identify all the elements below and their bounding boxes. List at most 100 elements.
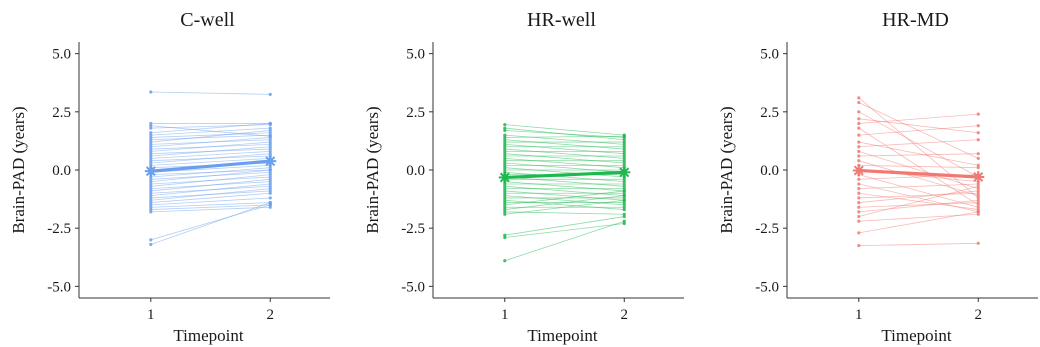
- subject-point: [857, 205, 861, 209]
- subject-point: [149, 177, 153, 181]
- subject-point: [268, 203, 272, 207]
- x-axis-title: Timepoint: [527, 326, 598, 345]
- subject-point: [857, 191, 861, 195]
- y-tick-label: -2.5: [47, 221, 71, 237]
- y-tick-label: 0.0: [52, 163, 71, 179]
- subject-point: [857, 210, 861, 214]
- subject-point: [622, 134, 626, 138]
- subject-point: [976, 212, 980, 216]
- subject-point: [503, 147, 507, 151]
- subject-point: [503, 123, 507, 127]
- subject-line: [504, 199, 625, 215]
- subject-line: [504, 185, 625, 196]
- subject-point: [622, 212, 626, 216]
- subject-line: [504, 190, 625, 206]
- subject-point: [622, 187, 626, 191]
- subject-point: [976, 124, 980, 128]
- subject-point: [622, 147, 626, 151]
- subject-point: [268, 189, 272, 193]
- subject-line: [150, 150, 271, 159]
- subject-line: [150, 167, 271, 178]
- subject-point: [857, 177, 861, 181]
- subject-point: [857, 187, 861, 191]
- subject-point: [149, 145, 153, 149]
- y-axis-title: Brain-PAD (years): [363, 106, 382, 233]
- subject-point: [622, 200, 626, 205]
- subject-point: [622, 221, 626, 226]
- subject-point: [268, 187, 272, 191]
- subject-point: [503, 152, 507, 156]
- subject-line: [504, 171, 625, 183]
- subject-point: [857, 200, 861, 205]
- subject-line: [858, 113, 979, 124]
- subject-point: [976, 207, 980, 212]
- subject-point: [976, 112, 980, 116]
- subject-line: [150, 134, 271, 141]
- subject-point: [976, 196, 980, 200]
- y-tick-label: 5.0: [52, 47, 71, 63]
- subject-point: [622, 142, 626, 146]
- subject-point: [857, 154, 861, 158]
- panel-title: HR-MD: [882, 9, 949, 31]
- subject-point: [268, 168, 272, 172]
- subject-point: [503, 203, 507, 207]
- mean-marker-stroke: [973, 172, 984, 182]
- subject-point: [976, 182, 980, 186]
- subject-line: [150, 169, 271, 183]
- mean-marker-stroke: [853, 165, 864, 176]
- subject-point: [622, 149, 626, 153]
- subject-line: [504, 153, 625, 164]
- subject-point: [149, 238, 153, 242]
- subject-point: [976, 152, 980, 156]
- subject-point: [622, 203, 626, 207]
- subject-point: [857, 100, 861, 105]
- subject-point: [268, 128, 272, 133]
- subject-line: [504, 190, 625, 201]
- subject-line: [504, 139, 625, 150]
- subject-line: [504, 181, 625, 192]
- subject-point: [857, 145, 861, 149]
- subject-point: [976, 184, 980, 188]
- subject-point: [149, 184, 153, 188]
- subject-line: [150, 192, 271, 203]
- subject-line: [858, 185, 979, 217]
- x-tick-label: 1: [501, 307, 509, 323]
- subject-point: [268, 140, 272, 144]
- subject-point: [857, 117, 861, 121]
- subject-line: [504, 216, 625, 236]
- subject-line: [150, 202, 271, 208]
- mean-marker: [498, 171, 511, 184]
- subject-point: [149, 152, 153, 156]
- subject-line: [858, 125, 979, 136]
- subject-point: [149, 189, 153, 193]
- subject-line: [150, 130, 271, 143]
- y-tick-label: -2.5: [401, 221, 425, 237]
- subject-point: [622, 189, 626, 193]
- subject-line: [858, 164, 979, 169]
- subject-point: [503, 198, 507, 202]
- subject-point: [622, 182, 626, 186]
- subject-point: [149, 180, 153, 184]
- subject-point: [622, 207, 626, 212]
- subject-line: [858, 190, 979, 203]
- subject-point: [149, 159, 153, 163]
- subject-point: [268, 173, 272, 177]
- subject-point: [857, 244, 861, 248]
- subject-point: [503, 156, 507, 160]
- subject-point: [503, 194, 507, 198]
- x-tick-label: 2: [621, 307, 629, 323]
- subject-point: [857, 159, 861, 163]
- subject-line: [858, 153, 979, 157]
- subject-line: [150, 146, 271, 157]
- subject-point: [503, 191, 507, 195]
- subject-point: [976, 203, 980, 207]
- subject-point: [503, 207, 507, 212]
- panel-title: C-well: [180, 9, 235, 31]
- subject-point: [503, 196, 507, 200]
- subject-point: [268, 205, 272, 209]
- subject-line: [858, 111, 979, 178]
- subject-point: [268, 152, 272, 156]
- subject-point: [268, 200, 272, 205]
- subject-point: [149, 203, 153, 207]
- subject-point: [622, 191, 626, 195]
